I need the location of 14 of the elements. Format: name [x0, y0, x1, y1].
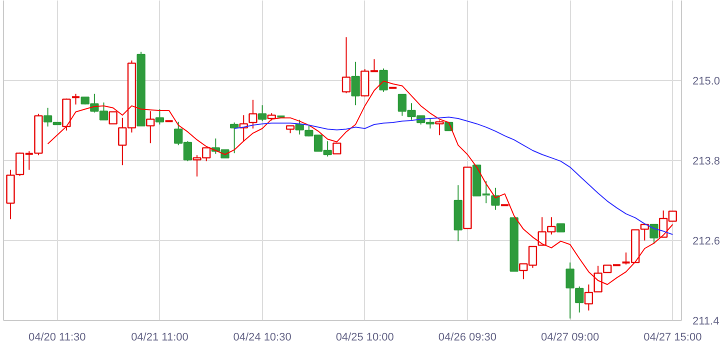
candlestick [351, 61, 360, 106]
candlestick [454, 184, 462, 242]
x-tick-label: 04/24 10:30 [233, 332, 292, 344]
y-tick-label: 215.0 [692, 76, 720, 88]
y-tick-label: 211.4 [692, 316, 720, 328]
x-tick-label: 04/27 09:00 [541, 332, 600, 344]
x-tick-label: 04/21 11:00 [131, 332, 188, 344]
x-tick-label: 04/25 10:00 [336, 332, 394, 344]
y-tick-label: 213.8 [692, 156, 720, 168]
y-tick-label: 212.6 [692, 236, 720, 248]
x-tick-label: 04/20 11:30 [28, 332, 86, 344]
candlestick [146, 110, 155, 144]
x-tick-label: 04/27 15:00 [644, 332, 702, 344]
x-tick-label: 04/26 09:30 [438, 332, 497, 344]
